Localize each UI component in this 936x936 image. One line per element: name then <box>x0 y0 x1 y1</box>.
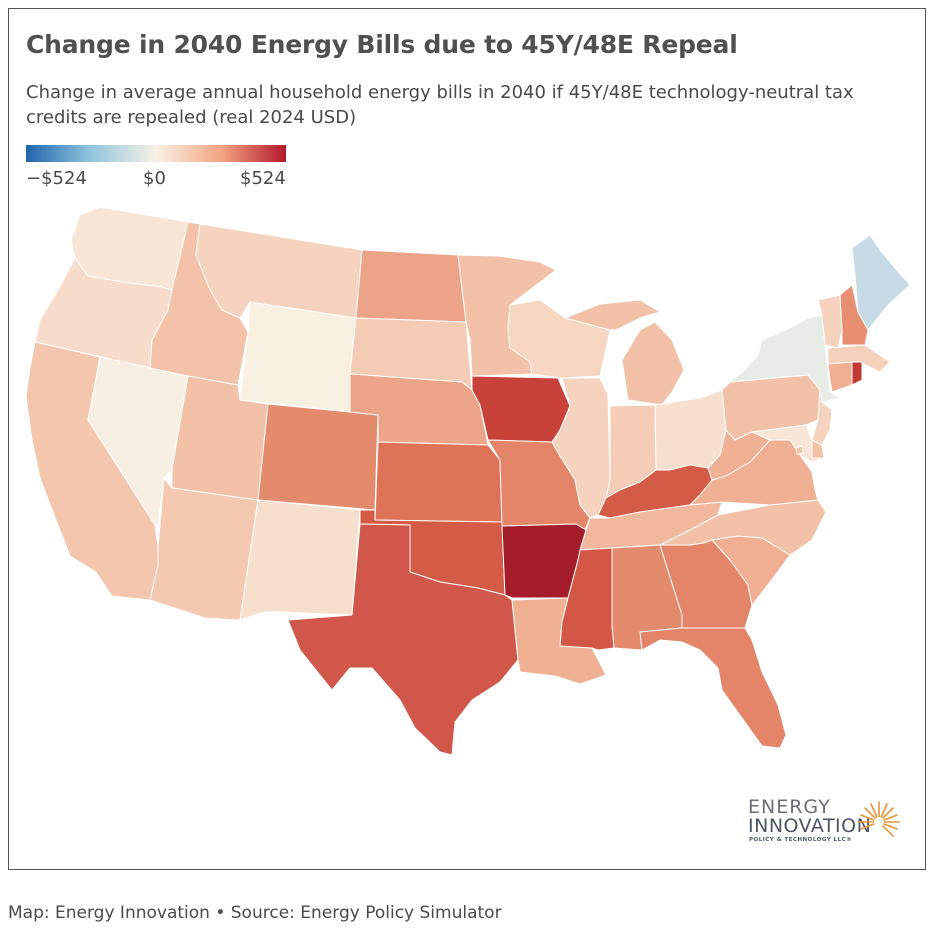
state-IL <box>551 377 611 519</box>
sunburst-icon <box>858 801 900 837</box>
legend-color-bar <box>26 145 286 162</box>
legend-min-label: −$524 <box>26 168 87 189</box>
legend-max-label: $524 <box>240 168 286 189</box>
chart-subtitle: Change in average annual household energ… <box>26 82 854 128</box>
state-ME <box>851 234 911 331</box>
state-RI <box>851 361 863 386</box>
logo-text-energy: ENERGY <box>748 796 831 818</box>
logo-text-tagline: POLICY & TECHNOLOGY LLC® <box>749 837 853 843</box>
state-IA <box>471 375 571 443</box>
state-TX <box>287 523 519 756</box>
state-AZ <box>149 477 259 621</box>
state-MI <box>564 299 685 406</box>
legend-mid-label: $0 <box>143 168 166 189</box>
logo-text-innovation: INNOVATION <box>748 815 872 837</box>
state-CT <box>827 361 853 393</box>
footer-source: Map: Energy Innovation • Source: Energy … <box>8 903 502 923</box>
state-ND <box>355 249 467 323</box>
state-DC <box>795 445 804 455</box>
state-FL <box>639 627 787 749</box>
state-MD <box>751 424 825 463</box>
state-NJ <box>811 389 833 446</box>
state-MT <box>195 223 363 319</box>
state-NH <box>839 284 869 346</box>
state-WY <box>239 301 357 413</box>
state-NM <box>239 499 361 621</box>
chart-title: Change in 2040 Energy Bills due to 45Y/4… <box>26 30 738 59</box>
state-OH <box>654 389 727 471</box>
state-KS <box>374 441 503 523</box>
state-CO <box>257 403 379 511</box>
